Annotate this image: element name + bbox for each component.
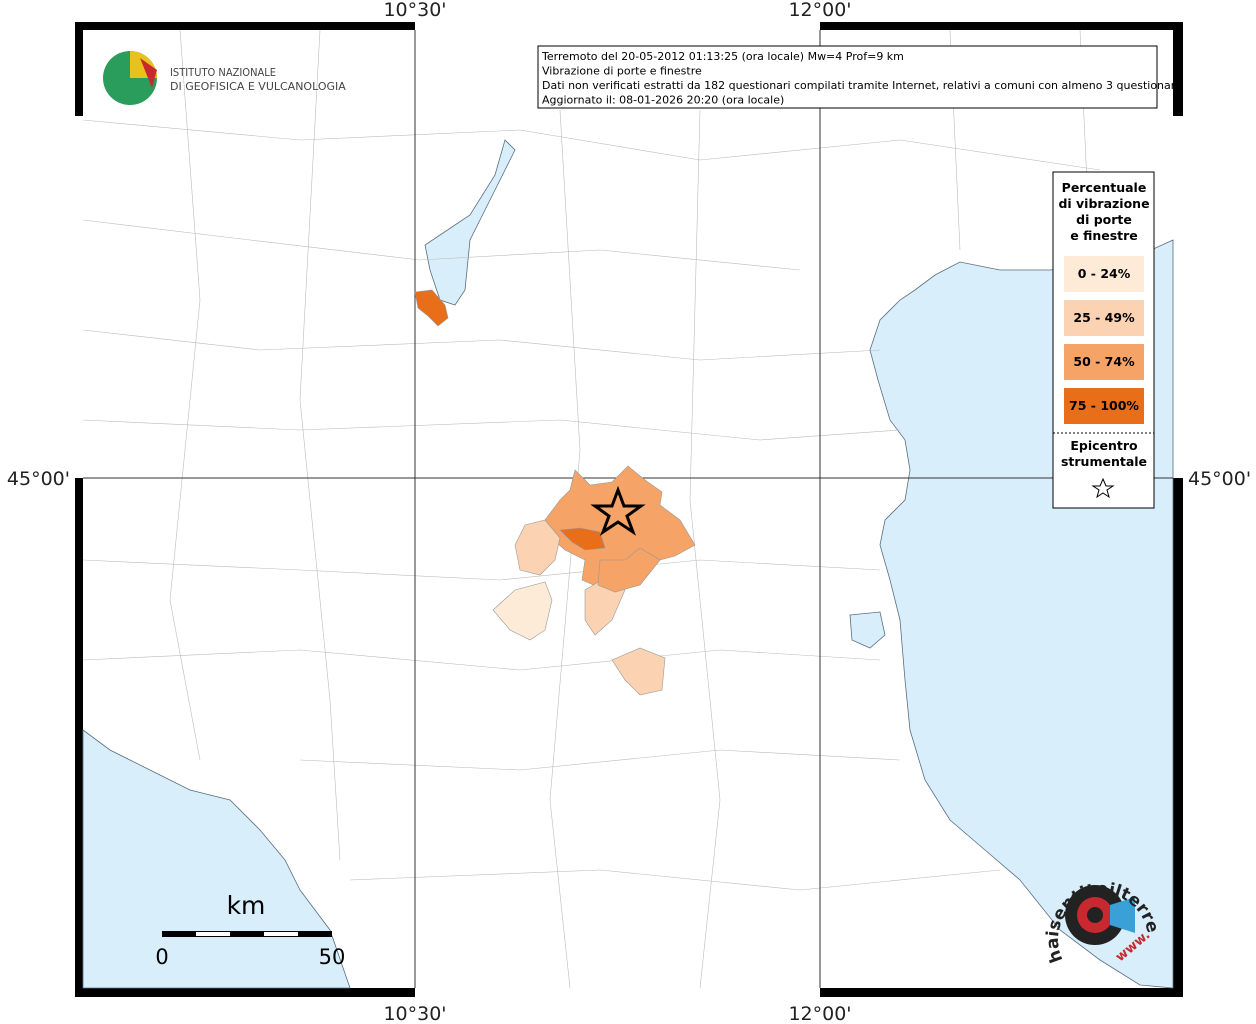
logo-text: ISTITUTO NAZIONALE: [170, 66, 276, 79]
municipality: [414, 289, 449, 327]
badge-target: [1087, 907, 1103, 923]
header-line: Dati non verificati estratti da 182 ques…: [542, 79, 1182, 92]
boundaries: [82, 29, 1101, 989]
epicenter-star: [590, 485, 646, 536]
scale-label: 50: [319, 945, 346, 969]
legend-label: 75 - 100%: [1069, 398, 1139, 413]
municipality: [611, 647, 666, 696]
legend-label: 50 - 74%: [1073, 354, 1135, 369]
legend-epicenter: Epicentro: [1070, 438, 1138, 453]
legend-swatch: [1064, 300, 1144, 336]
legend-title: di porte: [1076, 212, 1132, 227]
legend-star: [1091, 477, 1115, 499]
badge-speaker: [1110, 897, 1135, 933]
bottom-label: 12°00': [788, 1003, 851, 1024]
header-line: Vibrazione di porte e finestre: [542, 65, 702, 78]
bottom-label: 10°30': [383, 1003, 446, 1024]
legend-swatch: [1064, 344, 1144, 380]
scale-bar: [162, 931, 332, 937]
logo-segment: [140, 58, 157, 88]
felt-areas: [414, 289, 696, 696]
scale-bar: [264, 932, 298, 936]
scale-bar: [196, 932, 230, 936]
frame-ticks: [75, 22, 1183, 997]
header-box: [537, 45, 1158, 109]
header-line: Aggiornato il: 08-01-2026 20:20 (ora loc…: [542, 94, 784, 107]
header-line: Terremoto del 20-05-2012 01:13:25 (ora l…: [541, 50, 904, 63]
legend-label: 25 - 49%: [1073, 310, 1135, 325]
legend-title: e finestre: [1070, 228, 1138, 243]
legend: [1052, 171, 1155, 509]
legend-title: Percentuale: [1062, 180, 1147, 195]
municipality: [597, 547, 661, 593]
municipality: [559, 527, 606, 551]
scale-label: 0: [155, 945, 168, 969]
municipality: [492, 581, 553, 641]
top-label: 10°30': [383, 0, 446, 21]
scale-unit: km: [227, 891, 266, 920]
legend-swatch: [1064, 388, 1144, 424]
left-label: 45°00': [7, 468, 70, 490]
legend-swatch: [1064, 256, 1144, 292]
right-label: 45°00': [1188, 468, 1251, 490]
logo-text: DI GEOFISICA E VULCANOLOGIA: [170, 80, 346, 93]
top-label: 12°00': [788, 0, 851, 21]
legend-label: 0 - 24%: [1078, 266, 1131, 281]
municipality: [514, 519, 561, 576]
legend-epicenter: strumentale: [1061, 454, 1147, 469]
legend-title: di vibrazione: [1058, 196, 1149, 211]
